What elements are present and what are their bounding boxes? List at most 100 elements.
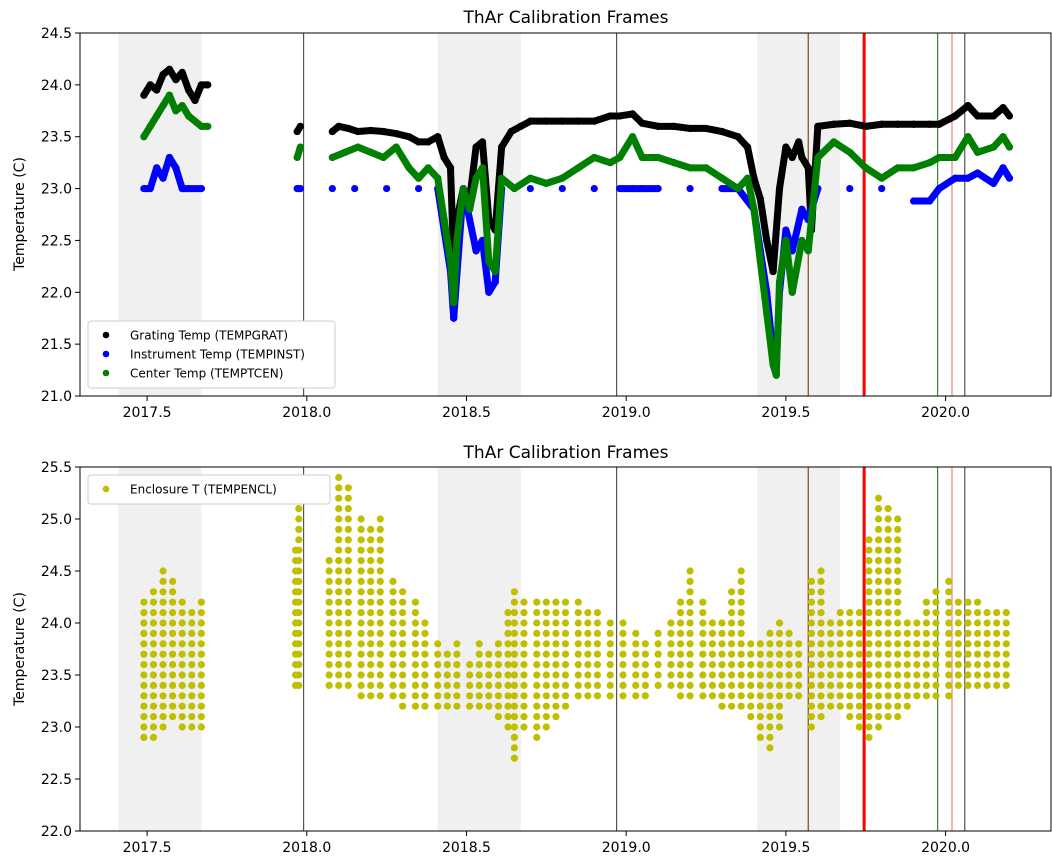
data-point [945,681,953,690]
data-point [188,681,196,690]
data-point [335,681,343,690]
data-point [945,640,953,648]
data-point [344,629,352,638]
data-trace [788,205,806,255]
data-point [357,671,365,679]
data-point [140,619,148,627]
data-point [775,640,784,648]
data-point [874,546,883,554]
data-point [747,640,755,648]
data-point [159,598,167,606]
data-point [865,619,873,627]
data-point [520,713,528,721]
data-point [411,692,419,700]
data-point [411,681,419,690]
data-point [964,650,972,658]
data-point [520,650,528,658]
data-point [865,713,873,721]
data-point [855,650,863,658]
data-point [584,640,592,648]
data-point [510,723,518,731]
data-point [453,681,461,690]
legend-box [87,474,331,505]
data-point [411,609,419,617]
data-point [766,744,774,752]
data-point [676,650,685,658]
data-point [542,713,550,721]
data-trace [763,309,777,369]
data-point [973,598,982,606]
data-point [159,713,167,721]
data-point [874,713,883,721]
data-point [434,671,442,679]
data-point [411,598,419,606]
data-point [932,619,940,627]
legend-label: Grating Temp (TEMPGRAT) [130,329,288,343]
data-point [874,681,883,690]
data-point [552,661,560,669]
data-point [894,650,902,658]
data-point [894,629,902,638]
data-point [584,609,592,617]
data-point [884,681,892,690]
data-point [817,577,825,586]
data-point [367,609,375,617]
data-point [344,671,352,679]
data-point [756,723,764,731]
data-point [817,713,825,721]
data-point [756,661,764,669]
data-point [865,692,873,700]
data-point [542,692,550,700]
data-point [756,733,764,742]
data-point [945,577,953,586]
data-point [874,557,883,565]
data-point [296,122,304,130]
data-point [542,681,550,690]
data-point [884,629,892,638]
data-point [295,515,303,523]
data-point [922,609,931,617]
data-point [344,525,352,534]
data-point [686,661,694,669]
y-tick-label: 21.5 [41,337,72,353]
data-point [865,536,873,544]
data-point [865,723,873,731]
data-point [795,671,803,679]
y-tick-label: 25.0 [41,512,72,528]
data-point [874,629,883,638]
data-point [884,588,892,596]
data-point [894,661,902,669]
data-point [295,557,303,565]
data-point [737,609,745,617]
data-point [775,702,784,710]
data-point [686,629,694,638]
data-point [606,619,614,627]
data-point [542,640,550,648]
chart-bottom: ThAr Calibration Frames 2017.5 2018.0 2018… [12,443,1052,856]
data-point [894,546,902,554]
data-point [335,577,343,586]
data-point [756,692,764,700]
data-point [584,692,592,700]
data-point [718,702,726,710]
data-point [884,525,892,534]
data-point [993,671,1001,679]
data-point [817,567,825,575]
data-point [149,640,158,648]
data-point [159,723,167,731]
data-point [865,609,873,617]
data-point [561,619,570,627]
data-point [574,629,582,638]
data-point [533,619,541,627]
data-point [520,692,528,700]
data-point [718,671,726,679]
data-point [817,671,825,679]
data-point [169,692,177,700]
data-point [756,671,764,679]
data-point [357,598,365,606]
data-point [964,609,972,617]
data-point [584,671,592,679]
data-point [913,692,921,700]
data-point [411,640,419,648]
data-point [376,567,384,575]
